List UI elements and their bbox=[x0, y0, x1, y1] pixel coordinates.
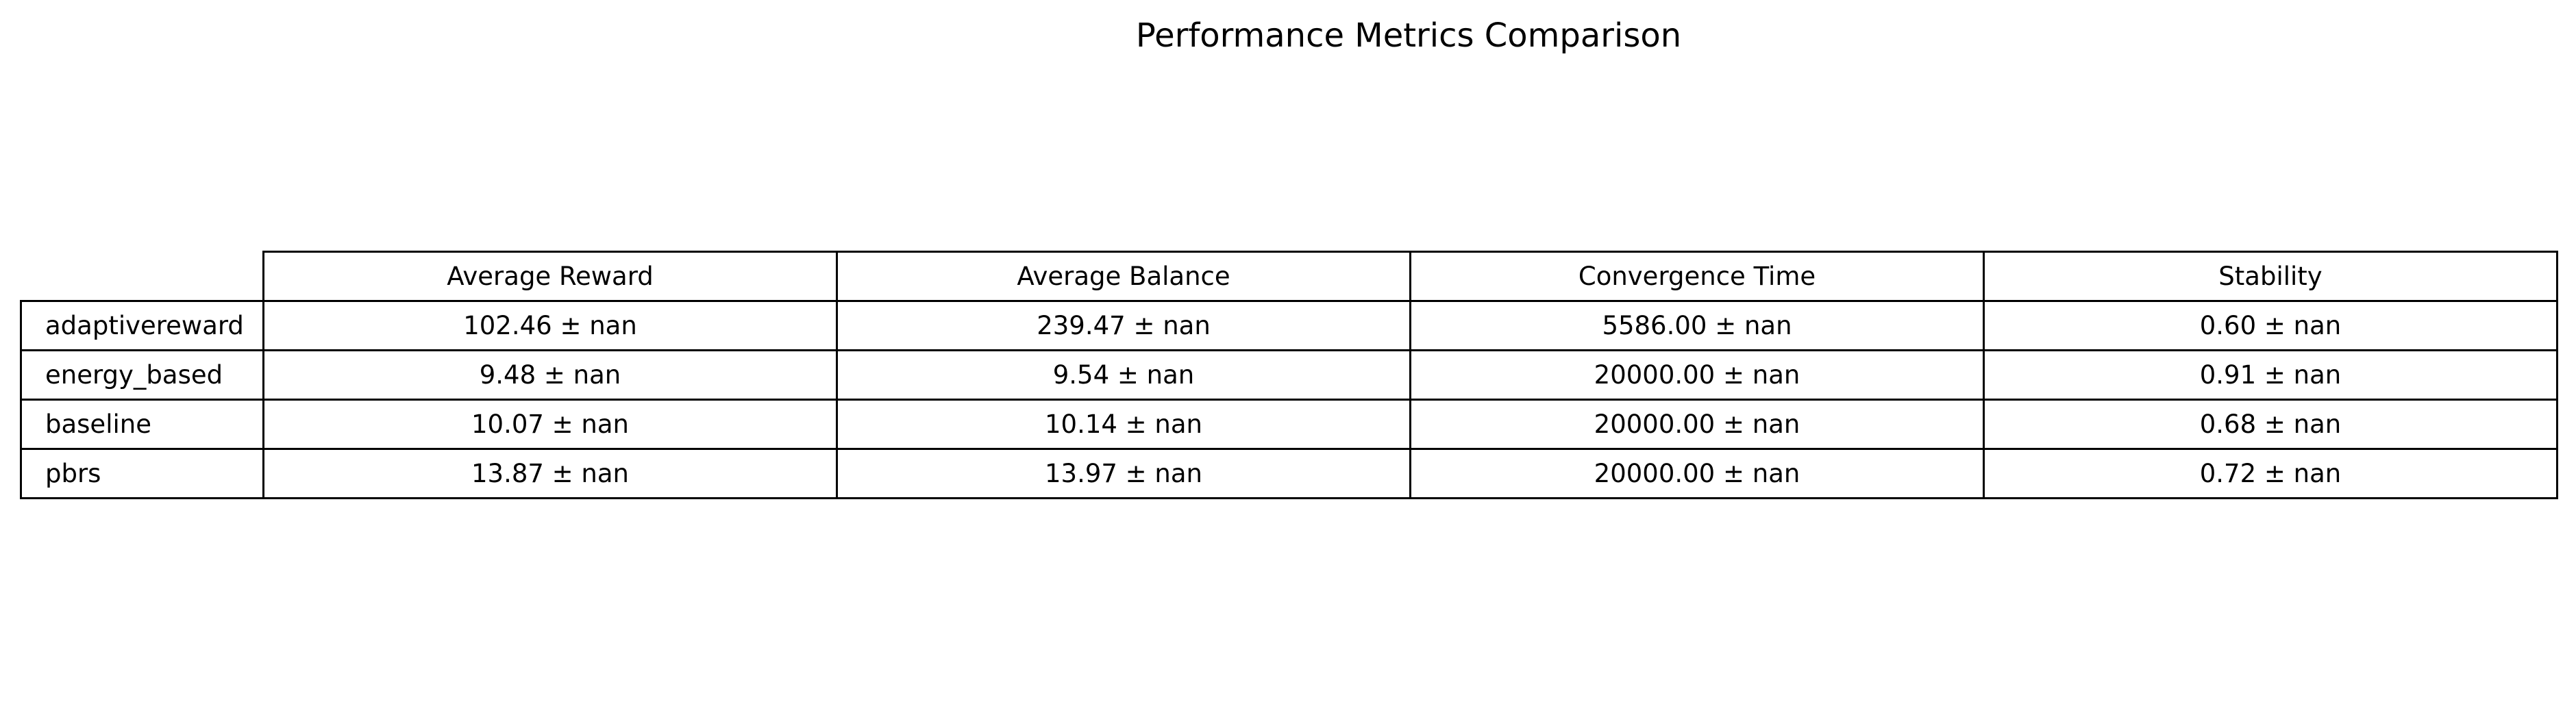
column-header-convergence-time: Convergence Time bbox=[1409, 251, 1985, 302]
table-cell: 9.48 ± nan bbox=[262, 349, 838, 401]
row-header: adaptivereward bbox=[20, 300, 264, 351]
table-cell: 20000.00 ± nan bbox=[1409, 399, 1985, 450]
table-cell: 13.87 ± nan bbox=[262, 448, 838, 499]
row-header: pbrs bbox=[20, 448, 264, 499]
table-cell: 102.46 ± nan bbox=[262, 300, 838, 351]
table-cell: 10.07 ± nan bbox=[262, 399, 838, 450]
table-cell: 10.14 ± nan bbox=[836, 399, 1411, 450]
table-cell: 0.68 ± nan bbox=[1983, 399, 2558, 450]
column-header-average-reward: Average Reward bbox=[262, 251, 838, 302]
corner-cell bbox=[21, 252, 264, 301]
table-cell: 20000.00 ± nan bbox=[1409, 448, 1985, 499]
table-row: energy_based 9.48 ± nan 9.54 ± nan 20000… bbox=[20, 349, 2558, 401]
table-cell: 0.91 ± nan bbox=[1983, 349, 2558, 401]
table-cell: 0.60 ± nan bbox=[1983, 300, 2558, 351]
table-cell: 0.72 ± nan bbox=[1983, 448, 2558, 499]
table-cell: 9.54 ± nan bbox=[836, 349, 1411, 401]
table-row: pbrs 13.87 ± nan 13.97 ± nan 20000.00 ± … bbox=[20, 448, 2558, 499]
row-header: baseline bbox=[20, 399, 264, 450]
table-row: baseline 10.07 ± nan 10.14 ± nan 20000.0… bbox=[20, 399, 2558, 450]
column-header-average-balance: Average Balance bbox=[836, 251, 1411, 302]
row-header: energy_based bbox=[20, 349, 264, 401]
table-cell: 5586.00 ± nan bbox=[1409, 300, 1985, 351]
metrics-table: Average Reward Average Balance Convergen… bbox=[20, 251, 2558, 499]
table-cell: 239.47 ± nan bbox=[836, 300, 1411, 351]
table-row: adaptivereward 102.46 ± nan 239.47 ± nan… bbox=[20, 300, 2558, 351]
table-cell: 20000.00 ± nan bbox=[1409, 349, 1985, 401]
header-row: Average Reward Average Balance Convergen… bbox=[21, 251, 2558, 302]
table-cell: 13.97 ± nan bbox=[836, 448, 1411, 499]
column-header-stability: Stability bbox=[1983, 251, 2558, 302]
chart-title: Performance Metrics Comparison bbox=[1135, 16, 1682, 55]
